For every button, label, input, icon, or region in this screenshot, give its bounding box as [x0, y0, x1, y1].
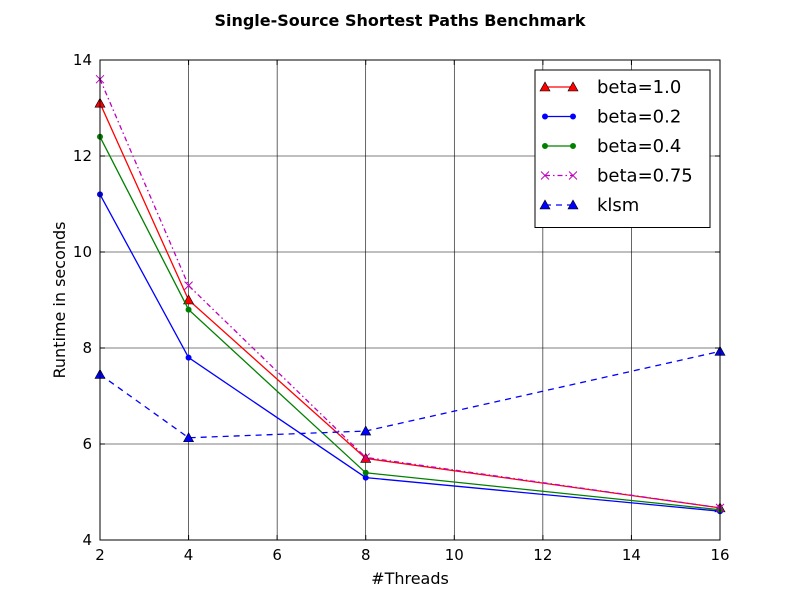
legend-box [534, 69, 711, 228]
x-tick-label: 2 [95, 546, 105, 564]
legend-marker [567, 199, 579, 210]
legend-label: beta=1.0 [597, 77, 681, 98]
data-point [362, 469, 369, 476]
data-point [361, 453, 371, 462]
legend-marker [539, 199, 551, 210]
x-tick-label: 16 [710, 546, 729, 564]
legend-marker [568, 171, 578, 180]
series-line [99, 350, 721, 439]
legend-marker [542, 143, 548, 149]
y-tick-label: 6 [82, 435, 92, 453]
data-point [183, 432, 195, 443]
y-tick-label: 4 [82, 531, 92, 549]
y-tick-label: 10 [73, 243, 92, 261]
x-tick-label: 6 [272, 546, 282, 564]
legend-marker [567, 81, 579, 92]
legend-marker [570, 113, 576, 120]
legend-label: beta=0.75 [597, 166, 693, 187]
legend-entry: beta=0.4 [542, 136, 681, 157]
legend-entry: beta=1.0 [539, 77, 681, 98]
legend-entry: klsm [539, 195, 639, 216]
plot-frame [99, 59, 721, 541]
x-tick-label: 14 [622, 546, 641, 564]
data-point [360, 425, 372, 436]
x-tick-label: 10 [445, 546, 464, 564]
y-tick-label: 8 [82, 339, 92, 357]
legend-entry: beta=0.2 [542, 107, 681, 128]
series-line [99, 136, 721, 511]
legend-marker [570, 143, 576, 149]
y-axis-label: Runtime in seconds [50, 222, 69, 379]
series-line [99, 78, 721, 509]
data-point [184, 281, 193, 290]
legend-marker [542, 113, 548, 120]
chart-title: Single-Source Shortest Paths Benchmark [214, 11, 585, 30]
data-point [362, 474, 369, 481]
legend: beta=1.0 beta=0.2 beta=0.4 beta=0.75 klsm [534, 69, 711, 228]
data-point [185, 306, 192, 313]
x-axis-label: #Threads [371, 569, 449, 588]
series-layer [94, 74, 726, 515]
legend-marker [539, 81, 551, 92]
legend-label: klsm [597, 195, 639, 216]
series-line [99, 194, 721, 512]
x-tick-label: 4 [184, 546, 194, 564]
legend-entry: beta=0.75 [540, 166, 693, 187]
legend-label: beta=0.4 [597, 136, 681, 157]
legend-marker [540, 171, 550, 180]
legend-label: beta=0.2 [597, 107, 681, 128]
x-tick-label: 12 [533, 546, 552, 564]
data-point [185, 354, 192, 361]
y-tick-label: 14 [73, 51, 92, 69]
x-tick-label: 8 [361, 546, 371, 564]
data-point [183, 294, 195, 305]
y-tick-label: 12 [73, 147, 92, 165]
